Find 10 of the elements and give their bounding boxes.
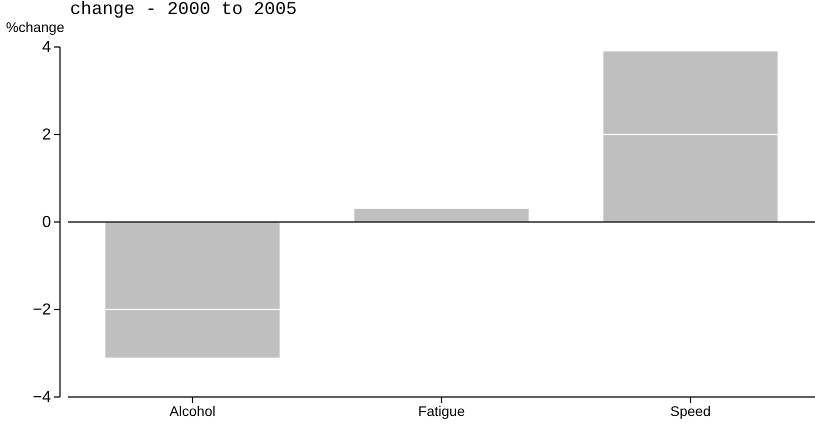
y-tick-label: 4	[42, 39, 52, 56]
y-tick-label: 0	[42, 214, 52, 232]
x-tick-label: Fatigue	[418, 402, 466, 419]
x-tick-label: Alcohol	[170, 402, 216, 419]
y-tick-label: −4	[32, 389, 52, 406]
y-tick-label: −2	[32, 302, 52, 319]
x-tick-label: Speed	[670, 402, 711, 419]
y-axis-title: %change	[6, 19, 65, 35]
chart-title: change - 2000 to 2005	[70, 0, 297, 20]
y-tick-label: 2	[42, 126, 52, 144]
